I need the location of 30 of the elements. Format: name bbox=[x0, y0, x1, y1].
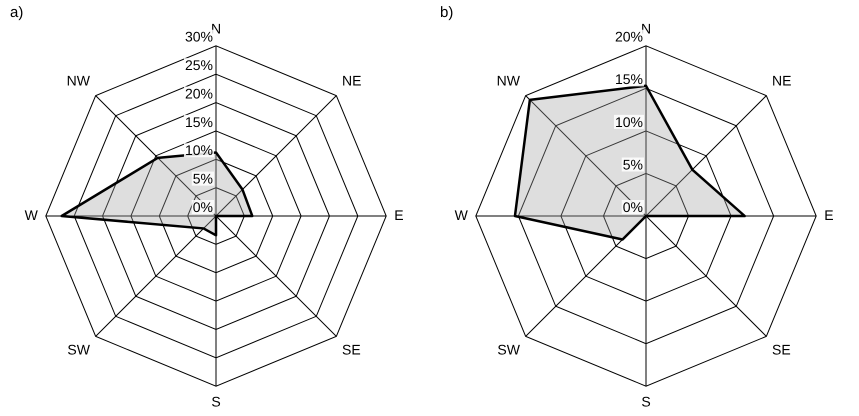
spoke-label: SW bbox=[497, 341, 521, 358]
spoke-label: W bbox=[454, 206, 469, 223]
y-tick-label: 5% bbox=[192, 170, 213, 186]
chart-title: a) bbox=[10, 4, 24, 22]
y-tick-label: 0% bbox=[622, 198, 643, 215]
spoke-label: NE bbox=[772, 72, 792, 88]
y-tick-label: 20% bbox=[184, 85, 213, 102]
y-tick-label: 10% bbox=[614, 114, 643, 130]
y-tick-label: 30% bbox=[184, 28, 213, 45]
spoke-label: SE bbox=[342, 341, 361, 358]
y-tick-label: 15% bbox=[614, 71, 643, 88]
spoke-label: NW bbox=[66, 72, 91, 88]
spoke-label: SW bbox=[67, 341, 91, 358]
spoke-label: NW bbox=[496, 72, 521, 88]
spoke-label: N bbox=[640, 20, 652, 36]
spoke-label: N bbox=[210, 20, 222, 36]
chart-title: b) bbox=[440, 4, 454, 22]
y-tick-label: 5% bbox=[622, 156, 643, 172]
spoke-label: S bbox=[211, 393, 221, 410]
spoke-label: E bbox=[394, 206, 404, 223]
spoke-label: W bbox=[24, 206, 39, 223]
spoke-label: S bbox=[641, 393, 651, 410]
spoke-label: SE bbox=[772, 341, 791, 358]
y-tick-label: 0% bbox=[192, 198, 213, 215]
y-tick-label: 10% bbox=[184, 142, 213, 158]
spoke-label: NE bbox=[342, 72, 362, 88]
spoke-label: E bbox=[824, 206, 834, 223]
y-tick-label: 25% bbox=[184, 57, 213, 74]
y-tick-label: 15% bbox=[184, 114, 213, 130]
y-tick-label: 20% bbox=[614, 28, 643, 45]
